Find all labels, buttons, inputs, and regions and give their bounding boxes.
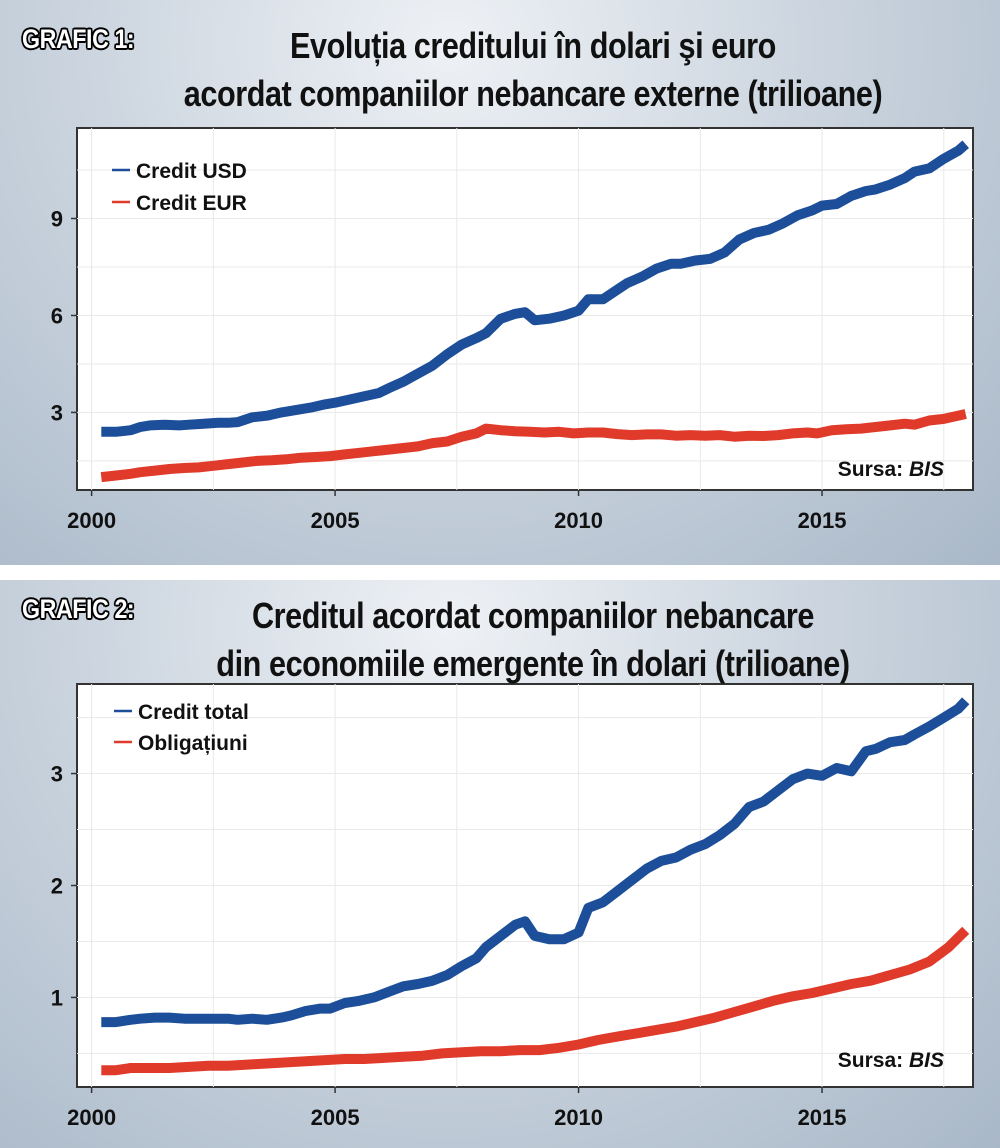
chart-2-svg: 2000 2005 2010 2015 1 2 3 Credit total Obligaț…	[51, 683, 974, 1130]
chart-2-series-1-line	[101, 697, 970, 1028]
chart-1-y-tick-label: 6	[51, 303, 63, 328]
chart-1-x-tick-label: 2010	[554, 508, 603, 533]
chart-2-legend-bonds-label: Obligațiuni	[138, 732, 248, 755]
chart-2-source: Sursa: BIS	[838, 1049, 944, 1072]
chart-1-y-tick-label: 9	[51, 207, 63, 232]
chart-1-legend: Credit USD Credit EUR	[112, 160, 247, 215]
chart-2-source-prefix: Sursa:	[838, 1049, 909, 1072]
chart-2-label: GRAFIC 2:	[22, 594, 135, 624]
chart-1-series-1-line	[101, 140, 969, 437]
chart-1-series-2-line	[100, 409, 967, 483]
chart-2-x-tick-label: 2000	[67, 1105, 116, 1130]
chart-2-x-tick-label: 2010	[554, 1105, 603, 1130]
chart-2-y-tick-label: 3	[51, 762, 63, 787]
chart-1-y-tick-label: 3	[51, 400, 63, 425]
chart-1-svg: 2000 2005 2010 2015 3 6 9 Credit USD Credit EU…	[51, 127, 974, 533]
chart-2-title: Creditul acordat companiilor nebancare d…	[125, 592, 941, 688]
chart-panel-2: 2000 2005 2010 2015 1 2 3 Credit total Obligaț…	[0, 580, 1000, 1148]
chart-1-x-tick-label: 2015	[798, 508, 847, 533]
chart-2-title-line-1: Creditul acordat companiilor nebancare	[251, 595, 814, 636]
chart-panel-1: 2000 2005 2010 2015 3 6 9 Credit USD Credit EU…	[0, 0, 1000, 565]
chart-1-source-name: BIS	[909, 458, 944, 481]
chart-1-title-line-2: acordat companiilor nebancare externe (t…	[183, 73, 883, 114]
chart-1-x-tick-label: 2005	[311, 508, 360, 533]
chart-1-title-line-1: Evoluția creditului în dolari şi euro	[290, 25, 776, 66]
chart-2-y-tick-label: 1	[51, 985, 63, 1010]
chart-2-title-line-2: din economiile emergente în dolari (tril…	[216, 643, 850, 684]
chart-1-x-tick-label: 2000	[67, 508, 116, 533]
chart-2-source-name: BIS	[909, 1049, 944, 1072]
chart-2-legend: Credit total Obligațiuni	[114, 701, 249, 755]
chart-1-source: Sursa: BIS	[838, 458, 944, 481]
chart-1-source-prefix: Sursa:	[838, 458, 909, 481]
chart-2-series-2-line	[101, 926, 970, 1076]
chart-1-label: GRAFIC 1:	[22, 24, 135, 54]
chart-1-legend-usd-label: Credit USD	[136, 160, 247, 183]
chart-2-y-tick-label: 2	[51, 874, 63, 899]
chart-2-x-tick-label: 2015	[798, 1105, 847, 1130]
chart-2-legend-total-label: Credit total	[138, 701, 249, 724]
chart-2-x-tick-label: 2005	[311, 1105, 360, 1130]
chart-1-legend-eur-label: Credit EUR	[136, 192, 247, 215]
chart-1-title: Evoluția creditului în dolari şi euro ac…	[125, 22, 941, 118]
